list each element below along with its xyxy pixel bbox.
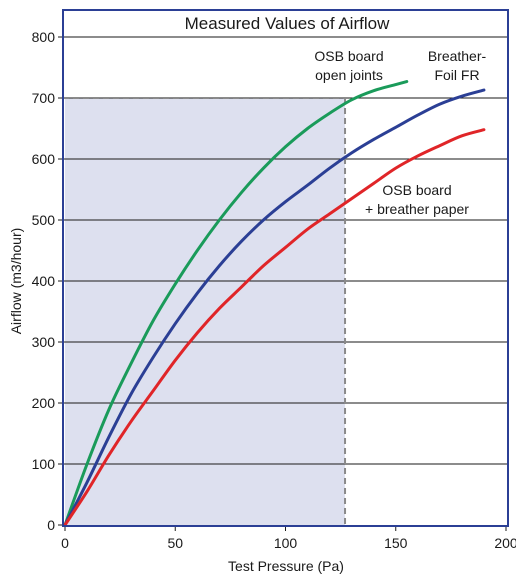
- x-axis-ticks: 0 50 100 150 200: [61, 526, 516, 551]
- x-tick-label-150: 150: [384, 535, 408, 551]
- series-group: [63, 80, 486, 527]
- x-tick-label-50: 50: [167, 535, 183, 551]
- x-tick-label-100: 100: [274, 535, 298, 551]
- series-label-osb-open-joints-line-1: OSB board: [314, 48, 383, 64]
- chart-title: Measured Values of Airflow: [185, 14, 390, 33]
- x-tick-label-0: 0: [61, 535, 69, 551]
- series-line-breather-foil-fr: [63, 88, 486, 527]
- x-tick-label-200: 200: [494, 535, 516, 551]
- series-label-osb-open-joints-line-2: open joints: [315, 67, 383, 83]
- y-axis-ticks: 0 100 200 300 400 500 600 700 800: [32, 29, 63, 533]
- series-label-osb-breather-paper-line-2: + breather paper: [365, 201, 469, 217]
- y-tick-label-100: 100: [32, 456, 56, 472]
- x-axis-title: Test Pressure (Pa): [228, 558, 344, 574]
- grid-lines: [63, 36, 508, 465]
- y-tick-label-400: 400: [32, 273, 56, 289]
- series-annotations: OSB board open joints Breather- Foil FR OSB …: [314, 48, 486, 217]
- y-tick-label-200: 200: [32, 395, 56, 411]
- y-tick-label-700: 700: [32, 90, 56, 106]
- y-tick-label-500: 500: [32, 212, 56, 228]
- y-tick-label-800: 800: [32, 29, 56, 45]
- y-tick-label-600: 600: [32, 151, 56, 167]
- series-line-osb-open-joints: [63, 80, 409, 527]
- series-label-breather-foil-fr-line-2: Foil FR: [434, 67, 479, 83]
- series-line-osb-breather-paper: [63, 128, 486, 527]
- series-label-breather-foil-fr-line-1: Breather-: [428, 48, 487, 64]
- y-tick-label-300: 300: [32, 334, 56, 350]
- y-tick-label-0: 0: [47, 517, 55, 533]
- plot-frame: [62, 9, 509, 527]
- shaded-test-region: [65, 98, 346, 525]
- y-axis-title: Airflow (m3/hour): [8, 228, 24, 335]
- series-label-osb-breather-paper-line-1: OSB board: [382, 182, 451, 198]
